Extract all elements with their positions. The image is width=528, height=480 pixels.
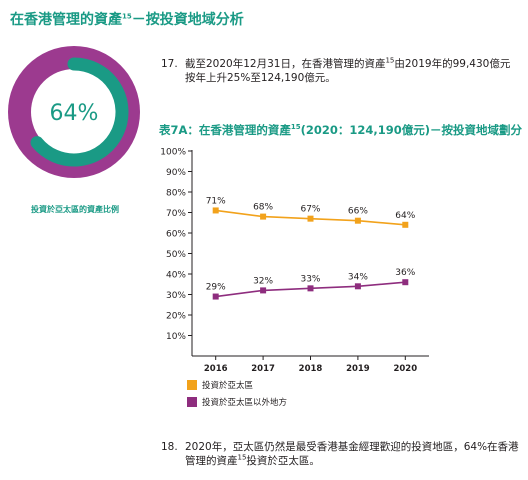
legend-swatch-non-apac — [187, 397, 197, 407]
y-tick-label: 60% — [166, 230, 186, 240]
donut-hole — [31, 69, 117, 155]
legend-swatch-apac — [187, 380, 197, 390]
donut-apac-arc — [30, 57, 129, 167]
y-tick-label: 50% — [166, 250, 186, 260]
donut-caption: 投資於亞太區的資產比例 — [31, 205, 119, 214]
x-tick-label: 2020 — [393, 364, 417, 374]
y-tick-label: 70% — [166, 209, 186, 219]
donut-chart: 64% — [7, 45, 141, 179]
y-tick-label: 80% — [166, 189, 186, 199]
x-tick-label: 2016 — [204, 364, 228, 374]
y-tick-label: 20% — [166, 312, 186, 322]
data-label-1: 29% — [206, 283, 226, 293]
legend-label-non-apac: 投資於亞太區以外地方 — [202, 398, 288, 408]
x-tick-label: 2019 — [346, 364, 370, 374]
paragraph-17-text: 截至2020年12月31日，在香港管理的資產15由2019年的99,430億元按… — [185, 56, 511, 84]
x-tick-label: 2017 — [251, 364, 275, 374]
chart-title: 表7A：在香港管理的資產15(2020：124,190億元)－按投資地域劃分 — [159, 123, 523, 137]
legend-item-apac: 投資於亞太區 — [187, 379, 253, 391]
data-point-1 — [260, 287, 267, 294]
data-label-0: 68% — [253, 203, 273, 213]
data-point-1 — [354, 283, 361, 290]
data-point-0 — [307, 215, 314, 222]
section-title: 在香港管理的資產15－按投資地域分析 — [10, 12, 244, 28]
data-label-0: 71% — [206, 196, 226, 206]
data-point-1 — [402, 279, 409, 286]
data-label-1: 36% — [395, 268, 415, 278]
paragraph-17-number: 17. — [161, 58, 178, 70]
x-tick-label: 2018 — [299, 364, 323, 374]
paragraph-18-text: 2020年，亞太區仍然是最受香港基金經理歡迎的投資地區，64%在香港管理的資產1… — [185, 441, 519, 467]
data-point-0 — [260, 213, 267, 220]
data-label-1: 33% — [300, 274, 320, 284]
y-tick-label: 100% — [160, 148, 186, 158]
data-label-1: 34% — [348, 272, 368, 282]
data-point-0 — [212, 207, 219, 214]
donut-value: 64% — [50, 101, 99, 126]
data-point-1 — [307, 285, 314, 292]
line-chart: 100% 90% 80% 70% 60% 50% 40% 30% 20% 10% 2016 2017 2… — [160, 148, 429, 374]
data-label-0: 67% — [300, 205, 320, 215]
data-point-1 — [212, 293, 219, 300]
data-label-0: 64% — [395, 211, 415, 221]
legend-item-non-apac: 投資於亞太區以外地方 — [187, 396, 287, 408]
y-tick-label: 40% — [166, 271, 186, 281]
y-tick-label: 30% — [166, 291, 186, 301]
y-tick-label: 90% — [166, 168, 186, 178]
paragraph-18-number: 18. — [161, 441, 178, 453]
data-point-0 — [354, 217, 361, 224]
y-tick-label: 10% — [166, 332, 186, 342]
data-label-0: 66% — [348, 207, 368, 217]
data-point-0 — [402, 221, 409, 228]
legend-label-apac: 投資於亞太區 — [202, 381, 254, 391]
data-label-1: 32% — [253, 276, 273, 286]
